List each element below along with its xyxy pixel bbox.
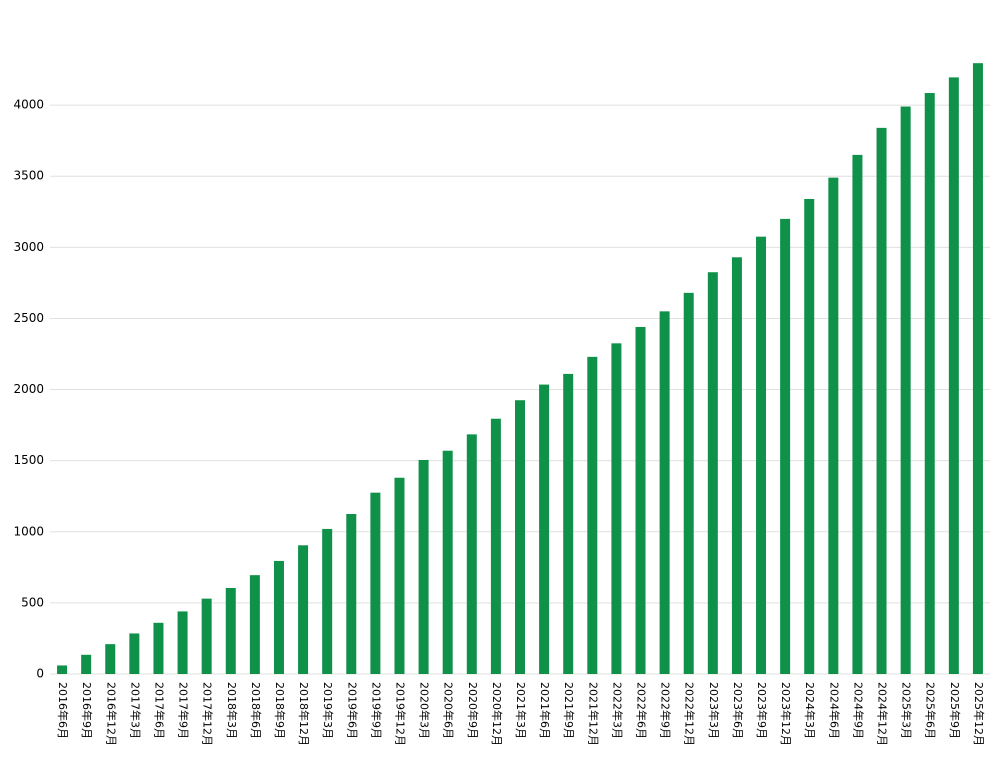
bar: [515, 400, 525, 674]
bar: [466, 434, 477, 674]
bar: [394, 477, 405, 674]
bar: [900, 106, 911, 675]
x-tick-label: 2017年3月: [128, 682, 142, 739]
x-tick-label: 2021年6月: [538, 682, 552, 739]
bar: [780, 218, 791, 674]
x-tick-label: 2017年12月: [201, 682, 215, 746]
x-tick-label: 2022年9月: [659, 682, 673, 739]
y-tick-label: 1000: [13, 524, 44, 538]
x-tick-label: 2017年9月: [177, 682, 191, 739]
bar: [924, 93, 935, 675]
bar: [587, 356, 598, 674]
x-tick-label: 2016年6月: [56, 682, 70, 739]
bar: [683, 292, 694, 674]
x-tick-label: 2021年9月: [562, 682, 576, 739]
y-tick-label: 1500: [13, 453, 44, 467]
bar: [418, 459, 429, 674]
bar: [273, 560, 284, 674]
bar: [611, 343, 622, 674]
bar: [201, 598, 212, 674]
y-tick-label: 3500: [13, 169, 44, 183]
bar: [57, 665, 68, 674]
x-tick-label: 2016年12月: [104, 682, 118, 746]
bar: [876, 127, 887, 674]
x-tick-label: 2019年12月: [393, 682, 407, 746]
bar: [442, 450, 453, 674]
x-tick-label: 2020年12月: [490, 682, 504, 746]
bar: [490, 418, 501, 674]
x-tick-label: 2024年3月: [803, 682, 817, 739]
bar: [563, 373, 574, 674]
bar: [81, 654, 92, 674]
x-tick-label: 2017年6月: [152, 682, 166, 739]
x-tick-label: 2016年9月: [80, 682, 94, 739]
bar: [948, 77, 959, 674]
bar: [731, 257, 742, 674]
bar: [756, 236, 767, 674]
x-tick-label: 2019年6月: [345, 682, 359, 739]
x-tick-label: 2018年12月: [297, 682, 311, 746]
x-tick-label: 2021年3月: [514, 682, 528, 739]
y-tick-label: 3000: [13, 240, 44, 254]
bar: [707, 272, 718, 674]
x-tick-label: 2023年3月: [707, 682, 721, 739]
bar: [852, 154, 863, 674]
y-tick-label: 0: [36, 667, 44, 681]
bar: [370, 492, 381, 674]
x-tick-label: 2020年9月: [466, 682, 480, 739]
x-tick-label: 2022年3月: [610, 682, 624, 739]
bar: [659, 311, 670, 674]
x-tick-label: 2022年6月: [635, 682, 649, 739]
y-tick-label: 4000: [13, 98, 44, 112]
bar: [635, 326, 646, 674]
x-tick-label: 2024年9月: [851, 682, 865, 739]
x-tick-label: 2023年9月: [755, 682, 769, 739]
x-tick-label: 2019年3月: [321, 682, 335, 739]
x-tick-label: 2018年9月: [273, 682, 287, 739]
y-tick-label: 2500: [13, 311, 44, 325]
bar: [539, 384, 550, 674]
bar: [972, 63, 983, 674]
bar: [322, 528, 333, 674]
x-tick-label: 2018年6月: [249, 682, 263, 739]
bar: [129, 633, 140, 674]
x-tick-label: 2025年9月: [948, 682, 962, 739]
bar: [153, 622, 164, 674]
bar: [346, 514, 357, 674]
bar: [249, 575, 260, 674]
x-tick-label: 2024年12月: [876, 682, 890, 746]
x-tick-label: 2018年3月: [225, 682, 239, 739]
x-tick-label: 2022年12月: [683, 682, 697, 746]
x-tick-label: 2025年3月: [900, 682, 914, 739]
bar: [298, 545, 309, 674]
x-tick-label: 2024年6月: [827, 682, 841, 739]
bar: [177, 611, 188, 674]
x-tick-label: 2025年12月: [972, 682, 986, 746]
x-tick-label: 2023年12月: [779, 682, 793, 746]
bar: [804, 198, 815, 674]
x-tick-label: 2021年12月: [586, 682, 600, 746]
y-tick-label: 2000: [13, 382, 44, 396]
x-tick-label: 2019年9月: [369, 682, 383, 739]
x-tick-label: 2020年6月: [442, 682, 456, 739]
y-tick-label: 500: [21, 595, 44, 609]
bar: [105, 644, 116, 674]
bar: [828, 177, 839, 674]
x-tick-label: 2023年6月: [731, 682, 745, 739]
x-tick-label: 2025年6月: [924, 682, 938, 739]
x-tick-label: 2020年3月: [418, 682, 432, 739]
bar: [225, 587, 236, 674]
